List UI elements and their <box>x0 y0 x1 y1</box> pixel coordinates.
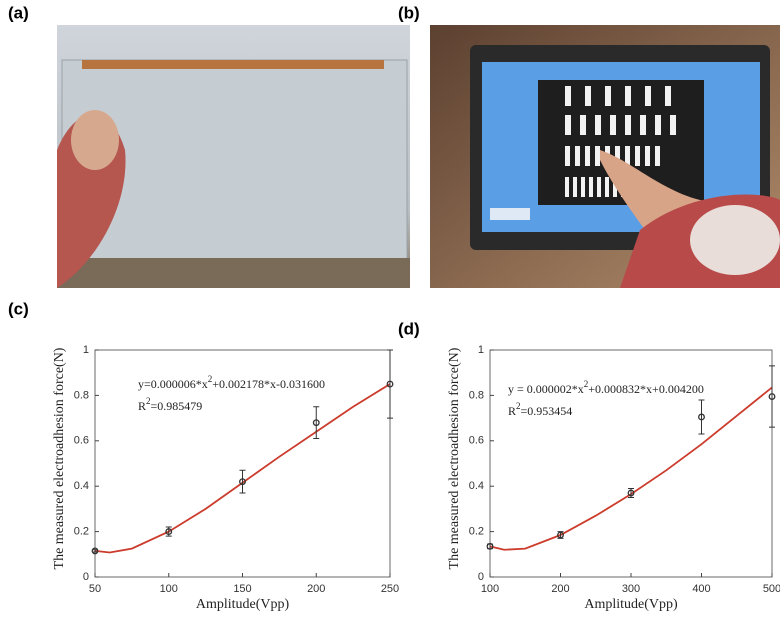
superscript: 2 <box>584 379 589 389</box>
equation-part: R <box>138 399 146 413</box>
panel-label: (a) <box>8 3 29 22</box>
data-point <box>312 419 320 427</box>
equation: R2=0.953454 <box>508 401 572 418</box>
x-tick-label: 250 <box>381 583 399 595</box>
data-point <box>239 478 246 486</box>
equation: R2=0.985479 <box>138 396 202 413</box>
y-tick-label: 1 <box>478 344 484 356</box>
y-tick-label: 0 <box>478 571 484 583</box>
y-tick-label: 0.2 <box>74 526 89 538</box>
x-tick-label: 400 <box>692 583 710 595</box>
x-axis-label: Amplitude(Vpp) <box>584 597 678 612</box>
superscript: 2 <box>146 396 151 406</box>
data-point <box>627 489 635 497</box>
data-point <box>768 393 776 400</box>
y-axis-label: The measured electroadhesion force(N) <box>52 347 67 569</box>
equation-part: +0.000832*x+0.004200 <box>588 382 704 396</box>
y-tick-label: 0 <box>83 571 89 583</box>
data-point <box>698 413 705 421</box>
equation-part: y = 0.000002*x <box>508 382 584 396</box>
equation: y=0.000006*x2+0.002178*x-0.031600 <box>138 374 325 391</box>
equation: y = 0.000002*x2+0.000832*x+0.004200 <box>508 379 704 396</box>
equation-part: =0.953454 <box>521 404 573 418</box>
equation-part: R <box>508 404 516 418</box>
superscript: 2 <box>516 401 521 411</box>
panel-label: (d) <box>398 319 420 338</box>
photo-a <box>57 25 410 288</box>
x-tick-label: 300 <box>622 583 640 595</box>
y-axis-label: The measured electroadhesion force(N) <box>447 347 462 569</box>
data-point <box>486 542 494 550</box>
data-point <box>91 547 99 555</box>
equation-part: y=0.000006*x <box>138 377 208 391</box>
fit-curve <box>489 386 773 551</box>
y-tick-label: 0.4 <box>74 480 89 492</box>
x-tick-label: 500 <box>763 583 780 595</box>
panel-label: (c) <box>8 299 29 318</box>
y-tick-label: 0.8 <box>469 389 484 401</box>
x-tick-label: 200 <box>551 583 569 595</box>
x-tick-label: 100 <box>481 583 499 595</box>
photo-b <box>430 25 780 288</box>
y-tick-label: 0.6 <box>469 435 484 447</box>
x-tick-label: 150 <box>233 583 251 595</box>
data-point <box>165 528 173 536</box>
y-tick-label: 0.4 <box>469 480 484 492</box>
error-bar <box>387 349 393 419</box>
x-tick-label: 200 <box>307 583 325 595</box>
error-bar <box>239 469 246 494</box>
y-tick-label: 0.8 <box>74 389 89 401</box>
error-bar <box>313 406 320 440</box>
data-point <box>386 380 394 388</box>
error-bar <box>769 365 775 428</box>
y-tick-label: 1 <box>83 344 89 356</box>
y-tick-label: 0.2 <box>469 526 484 538</box>
data-point <box>557 531 564 539</box>
fit-curve <box>94 383 391 554</box>
x-axis-label: Amplitude(Vpp) <box>196 597 290 612</box>
equation-part: =0.985479 <box>151 399 203 413</box>
x-tick-label: 50 <box>89 583 101 595</box>
equation-part: +0.002178*x-0.031600 <box>212 377 325 391</box>
superscript: 2 <box>208 374 213 384</box>
panel-label: (b) <box>398 3 420 22</box>
error-bar <box>698 399 705 435</box>
x-tick-label: 100 <box>160 583 178 595</box>
y-tick-label: 0.6 <box>74 435 89 447</box>
